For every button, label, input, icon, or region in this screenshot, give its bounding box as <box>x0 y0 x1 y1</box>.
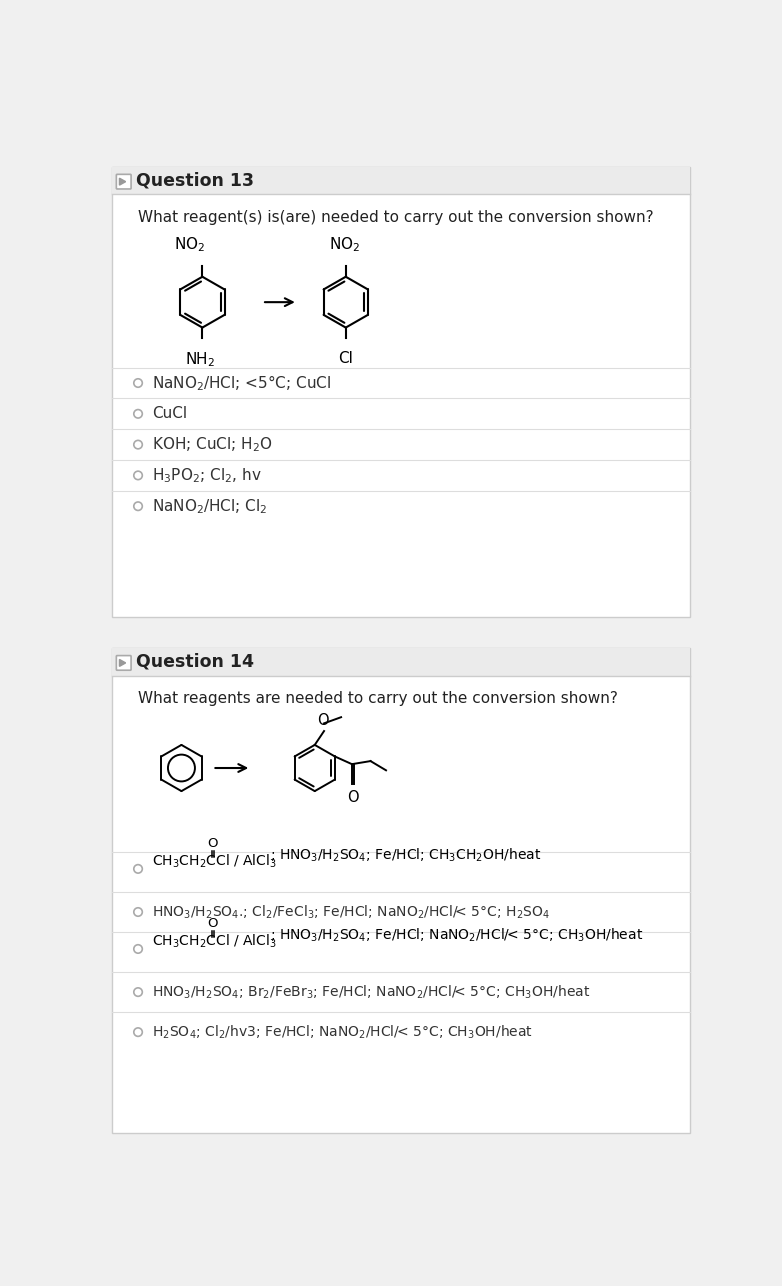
Polygon shape <box>120 179 126 185</box>
Text: CuCl: CuCl <box>152 406 187 422</box>
Text: CH$_3$CH$_2$CCl / AlCl$_3$: CH$_3$CH$_2$CCl / AlCl$_3$ <box>152 932 277 950</box>
Text: H$_3$PO$_2$; Cl$_2$, hv: H$_3$PO$_2$; Cl$_2$, hv <box>152 466 262 485</box>
Polygon shape <box>120 660 126 666</box>
Text: NO$_2$: NO$_2$ <box>174 235 206 255</box>
Text: Question 14: Question 14 <box>137 653 254 671</box>
FancyBboxPatch shape <box>117 175 131 189</box>
Text: NO$_2$: NO$_2$ <box>328 235 360 255</box>
Text: HNO$_3$/H$_2$SO$_4$.; Cl$_2$/FeCl$_3$; Fe/HCl; NaNO$_2$/HCl/< 5°C; H$_2$SO$_4$: HNO$_3$/H$_2$SO$_4$.; Cl$_2$/FeCl$_3$; F… <box>152 903 550 921</box>
Text: CH$_3$CH$_2$CCl / AlCl$_3$: CH$_3$CH$_2$CCl / AlCl$_3$ <box>152 853 277 869</box>
FancyBboxPatch shape <box>117 656 131 670</box>
Text: O: O <box>207 837 217 850</box>
Text: HNO$_3$/H$_2$SO$_4$; Br$_2$/FeBr$_3$; Fe/HCl; NaNO$_2$/HCl/< 5°C; CH$_3$OH/heat: HNO$_3$/H$_2$SO$_4$; Br$_2$/FeBr$_3$; Fe… <box>152 984 590 1001</box>
Text: O: O <box>317 712 328 728</box>
FancyBboxPatch shape <box>112 167 690 617</box>
Text: O: O <box>347 791 358 805</box>
Text: O: O <box>207 917 217 931</box>
Text: Cl: Cl <box>339 351 353 365</box>
Text: NaNO$_2$/HCl; <5°C; CuCl: NaNO$_2$/HCl; <5°C; CuCl <box>152 373 332 392</box>
FancyBboxPatch shape <box>112 167 690 194</box>
Text: Question 13: Question 13 <box>137 171 254 189</box>
Text: KOH; CuCl; H$_2$O: KOH; CuCl; H$_2$O <box>152 435 273 454</box>
Text: NH$_2$: NH$_2$ <box>185 351 215 369</box>
Text: H$_2$SO$_4$; Cl$_2$/hv3; Fe/HCl; NaNO$_2$/HCl/< 5°C; CH$_3$OH/heat: H$_2$SO$_4$; Cl$_2$/hv3; Fe/HCl; NaNO$_2… <box>152 1024 533 1040</box>
Text: What reagent(s) is(are) needed to carry out the conversion shown?: What reagent(s) is(are) needed to carry … <box>138 210 654 225</box>
FancyBboxPatch shape <box>112 648 690 1133</box>
Text: NaNO$_2$/HCl; Cl$_2$: NaNO$_2$/HCl; Cl$_2$ <box>152 496 267 516</box>
FancyBboxPatch shape <box>112 648 690 675</box>
Text: ; HNO$_3$/H$_2$SO$_4$; Fe/HCl; NaNO$_2$/HCl/< 5°C; CH$_3$OH/heat: ; HNO$_3$/H$_2$SO$_4$; Fe/HCl; NaNO$_2$/… <box>270 926 643 944</box>
Text: What reagents are needed to carry out the conversion shown?: What reagents are needed to carry out th… <box>138 691 618 706</box>
Text: ; HNO$_3$/H$_2$SO$_4$; Fe/HCl; CH$_3$CH$_2$OH/heat: ; HNO$_3$/H$_2$SO$_4$; Fe/HCl; CH$_3$CH$… <box>270 846 541 864</box>
